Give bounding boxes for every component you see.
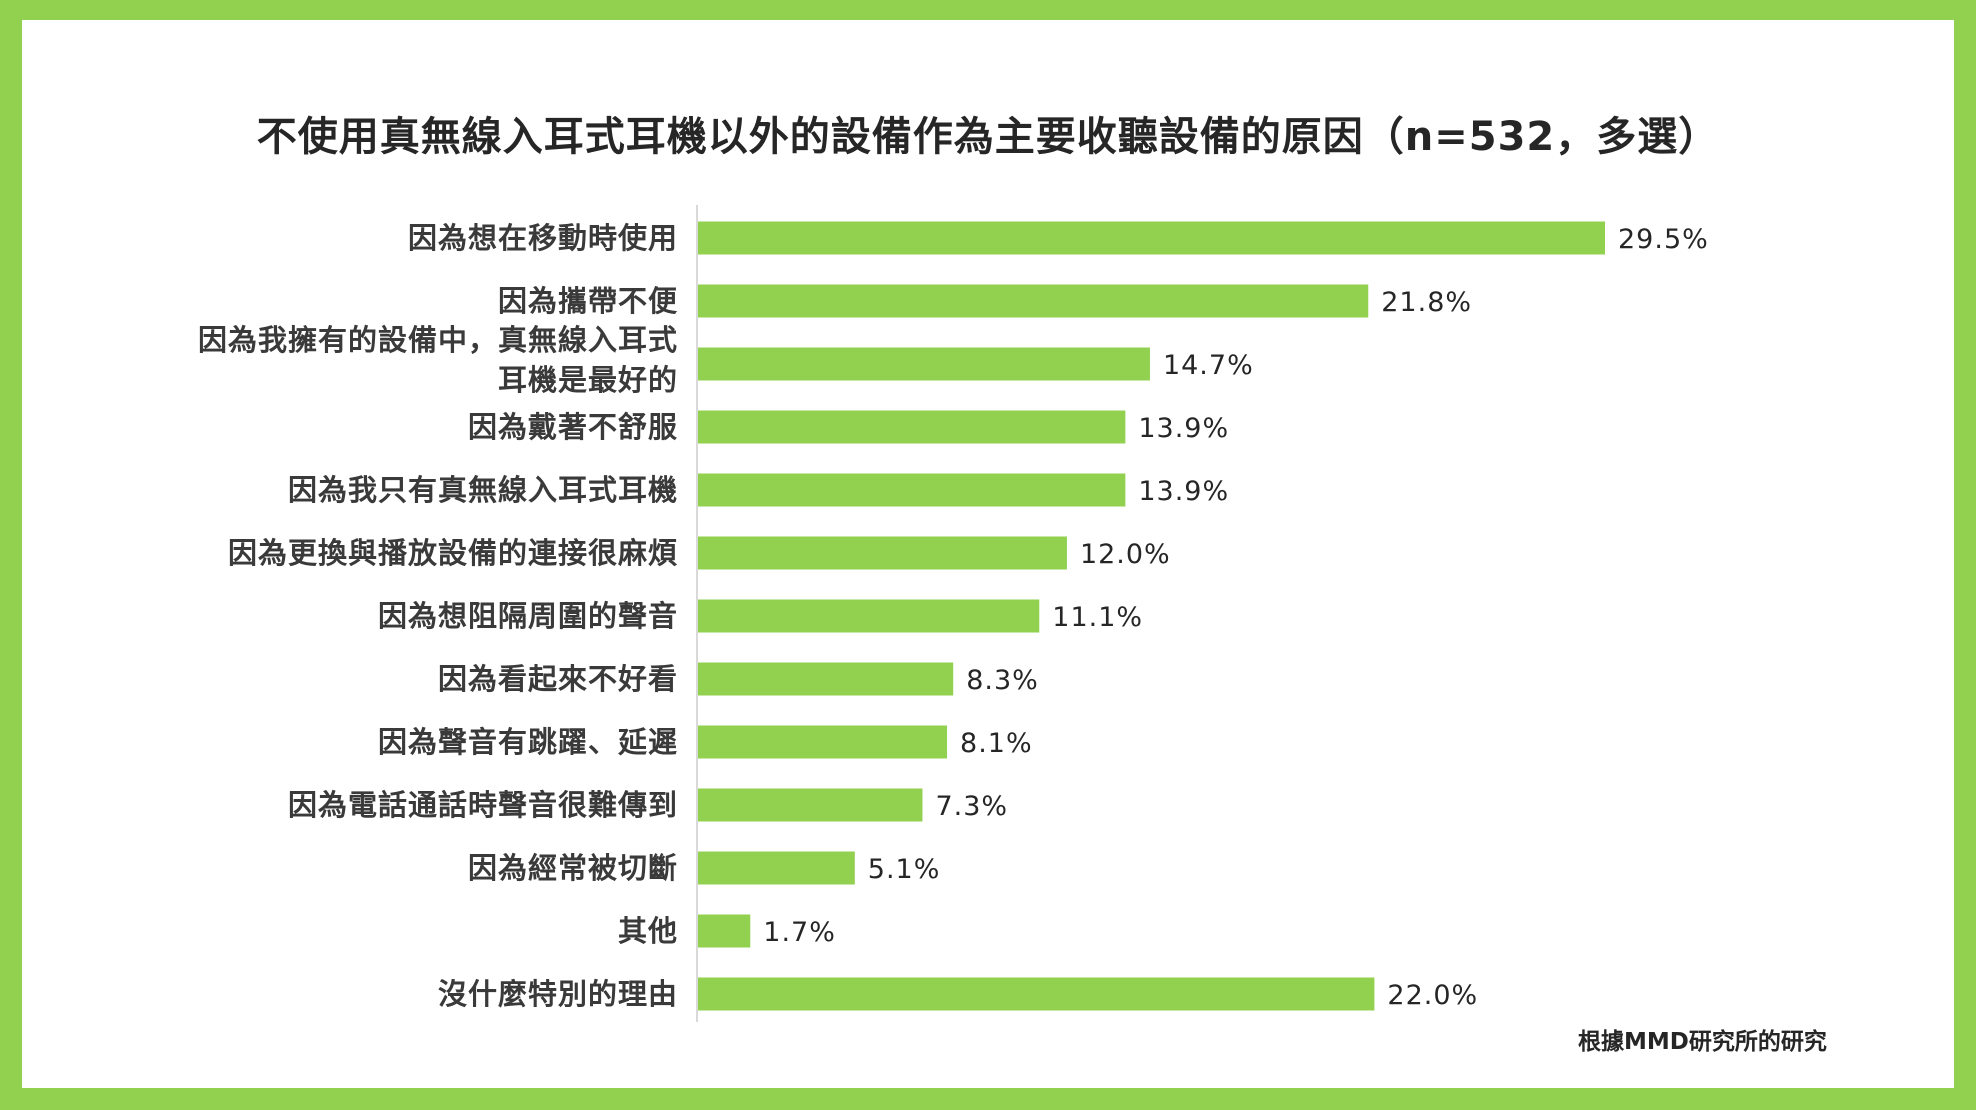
category-label-13: 沒什麼特別的理由 xyxy=(438,977,678,1011)
value-label-12: 1.7% xyxy=(763,917,836,948)
value-label-3: 14.7% xyxy=(1163,350,1254,381)
category-label-7: 因為想阻隔周圍的聲音 xyxy=(378,599,678,633)
category-label-5: 因為我只有真無線入耳式耳機 xyxy=(288,473,678,507)
value-label-11: 5.1% xyxy=(868,854,941,885)
bar-11 xyxy=(698,851,855,885)
value-labels-group: 29.5% 21.8% 14.7% 13.9% 13.9% 12.0% 11.1% 8.3% 8… xyxy=(763,224,1709,1011)
value-label-1: 29.5% xyxy=(1618,224,1709,255)
category-labels-group: 因為想在移動時使用因為攜帶不便因為我擁有的設備中，真無線入耳式耳機是最好的因為戴… xyxy=(198,221,678,1011)
category-label-8: 因為看起來不好看 xyxy=(438,662,678,696)
bar-9 xyxy=(698,725,948,759)
bar-10 xyxy=(698,788,923,822)
category-label-1: 因為想在移動時使用 xyxy=(408,221,678,255)
bar-4 xyxy=(698,410,1126,444)
value-label-8: 8.3% xyxy=(966,665,1039,696)
category-label-2: 因為攜帶不便 xyxy=(498,284,678,318)
value-label-2: 21.8% xyxy=(1381,287,1472,318)
value-label-10: 7.3% xyxy=(935,791,1008,822)
category-label-3: 因為我擁有的設備中，真無線入耳式耳機是最好的 xyxy=(198,323,678,397)
value-label-7: 11.1% xyxy=(1052,602,1143,633)
source-note: 根據MMD研究所的研究 xyxy=(1578,1029,1827,1055)
value-label-4: 13.9% xyxy=(1138,413,1229,444)
category-label-3-line-2: 耳機是最好的 xyxy=(498,363,678,397)
category-label-6: 因為更換與播放設備的連接很麻煩 xyxy=(228,536,678,570)
value-label-6: 12.0% xyxy=(1080,539,1171,570)
value-label-9: 8.1% xyxy=(960,728,1033,759)
chart-title: 不使用真無線入耳式耳機以外的設備作為主要收聽設備的原因（n=532，多選） xyxy=(256,114,1720,160)
category-label-3-line-1: 因為我擁有的設備中，真無線入耳式 xyxy=(198,323,678,357)
bar-7 xyxy=(698,599,1040,633)
category-label-4: 因為戴著不舒服 xyxy=(468,410,678,444)
bar-6 xyxy=(698,536,1067,570)
category-label-10: 因為電話通話時聲音很難傳到 xyxy=(288,788,678,822)
bar-1 xyxy=(698,221,1605,255)
bar-3 xyxy=(698,347,1150,381)
bar-8 xyxy=(698,662,954,696)
bars-group xyxy=(698,221,1605,1011)
category-label-12: 其他 xyxy=(618,914,678,948)
bar-13 xyxy=(698,977,1375,1011)
bar-12 xyxy=(698,914,751,948)
value-label-13: 22.0% xyxy=(1387,980,1478,1011)
category-label-9: 因為聲音有跳躍、延遲 xyxy=(378,725,678,759)
value-label-5: 13.9% xyxy=(1138,476,1229,507)
bar-5 xyxy=(698,473,1126,507)
category-label-11: 因為經常被切斷 xyxy=(468,851,678,885)
bar-2 xyxy=(698,284,1369,318)
